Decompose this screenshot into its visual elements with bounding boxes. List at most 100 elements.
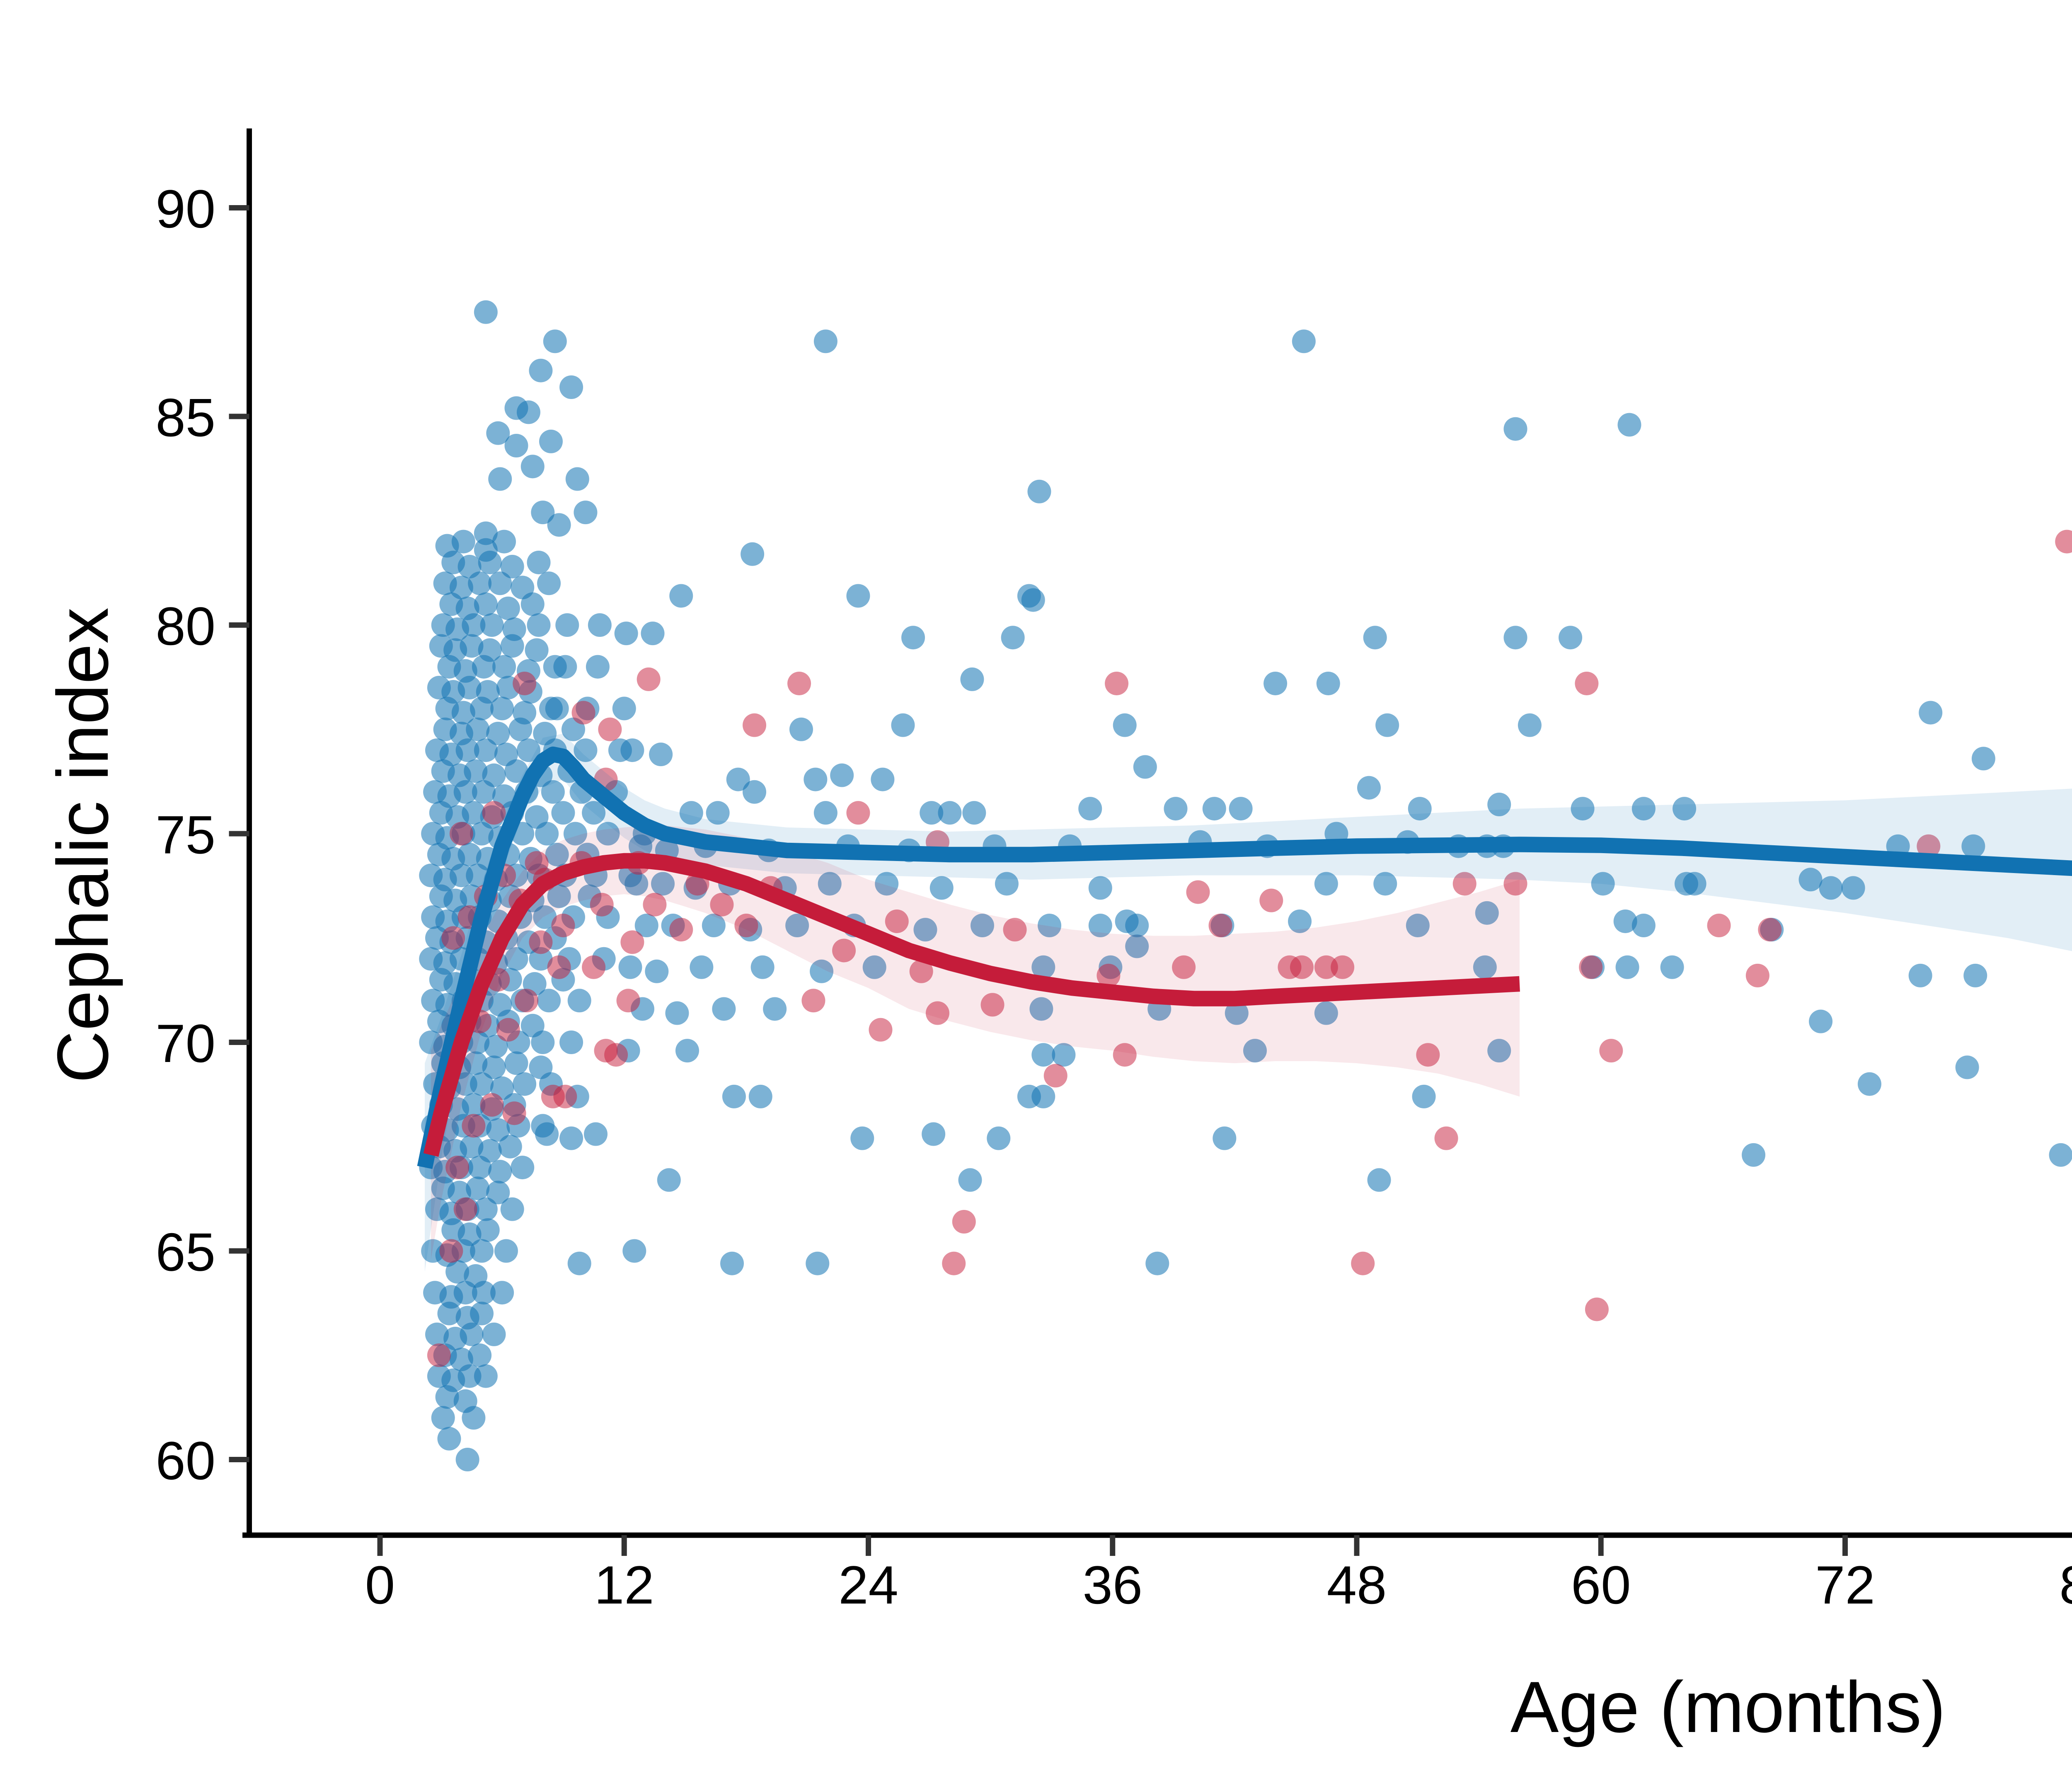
scatter-point-no-barrel-staves [582,955,606,979]
scatter-point-barrel-staves [813,329,838,353]
scatter-point-barrel-staves [1617,413,1641,437]
scatter-point-barrel-staves [641,622,665,646]
scatter-point-barrel-staves [645,959,669,983]
scatter-point-barrel-staves [460,1134,484,1159]
scatter-point-barrel-staves [1357,776,1381,800]
scatter-point-barrel-staves [482,1055,506,1079]
scatter-point-barrel-staves [1919,701,1943,725]
scatter-point-no-barrel-staves [1917,834,1941,858]
scatter-point-no-barrel-staves [1208,914,1232,938]
scatter-point-barrel-staves [462,613,486,637]
scatter-point-barrel-staves [437,1427,461,1451]
scatter-point-barrel-staves [539,697,563,721]
scatter-point-barrel-staves [470,822,494,846]
scatter-point-barrel-staves [1288,909,1312,933]
scatter-point-barrel-staves [527,613,551,637]
scatter-point-barrel-staves [547,513,571,537]
scatter-point-barrel-staves [1213,1126,1237,1150]
scatter-point-barrel-staves [675,1039,699,1063]
scatter-point-barrel-staves [1475,901,1499,925]
scatter-point-barrel-staves [1591,872,1615,896]
scatter-point-barrel-staves [504,947,528,971]
scatter-point-barrel-staves [1412,1084,1436,1108]
scatter-point-barrel-staves [810,959,834,983]
scatter-point-barrel-staves [545,842,569,866]
scatter-point-barrel-staves [504,759,528,783]
scatter-point-barrel-staves [1660,955,1684,979]
smooth-line-barrel-staves [417,746,2072,1169]
x-tick-label: 60 [1571,1555,1631,1615]
scatter-point-barrel-staves [1113,713,1137,737]
scatter-point-barrel-staves [466,717,490,741]
scatter-point-barrel-staves [720,1251,744,1275]
scatter-point-no-barrel-staves [2055,530,2072,554]
scatter-point-no-barrel-staves [1259,888,1283,912]
scatter-point-barrel-staves [651,872,675,896]
scatter-point-barrel-staves [500,1197,524,1221]
scatter-point-no-barrel-staves [1105,671,1129,695]
scatter-point-barrel-staves [462,1093,486,1117]
scatter-point-no-barrel-staves [1707,914,1731,938]
x-axis-title: Age (months) [1510,1667,1946,1748]
scatter-point-no-barrel-staves [787,671,811,695]
scatter-point-barrel-staves [1673,797,1697,821]
smooth-lines-layer [417,746,2072,1169]
scatter-point-barrel-staves [453,1072,477,1096]
scatter-point-no-barrel-staves [620,930,644,954]
scatter-point-barrel-staves [1314,1001,1338,1025]
scatter-point-barrel-staves [588,613,612,637]
scatter-point-barrel-staves [496,596,520,620]
scatter-point-barrel-staves [472,655,496,679]
scatter-point-barrel-staves [1631,797,1656,821]
scatter-point-barrel-staves [486,1118,510,1142]
scatter-point-barrel-staves [551,801,575,825]
scatter-point-barrel-staves [741,542,765,566]
scatter-point-no-barrel-staves [734,914,758,938]
scatter-point-barrel-staves [702,914,726,938]
scatter-point-barrel-staves [1125,914,1149,938]
scatter-point-no-barrel-staves [1575,671,1599,695]
scatter-point-barrel-staves [1202,797,1226,821]
scatter-point-barrel-staves [520,455,545,479]
scatter-point-no-barrel-staves [1452,872,1477,896]
scatter-point-barrel-staves [1078,797,1102,821]
scatter-point-barrel-staves [1243,1039,1267,1063]
scatter-point-barrel-staves [1164,797,1188,821]
scatter-point-barrel-staves [804,767,828,791]
scatter-point-no-barrel-staves [1585,1297,1609,1321]
scatter-point-no-barrel-staves [1172,955,1196,979]
scatter-point-barrel-staves [492,655,516,679]
scatter-point-no-barrel-staves [1599,1039,1623,1063]
scatter-point-barrel-staves [748,1084,772,1108]
scatter-point-no-barrel-staves [453,1197,477,1221]
scatter-point-barrel-staves [453,1281,477,1305]
scatter-point-barrel-staves [457,676,482,700]
scatter-point-barrel-staves [453,780,477,804]
scatter-point-barrel-staves [555,613,579,637]
scatter-point-no-barrel-staves [743,713,767,737]
scatter-point-barrel-staves [504,433,528,457]
scatter-point-barrel-staves [1963,963,1987,987]
scatter-point-barrel-staves [543,655,567,679]
scatter-point-barrel-staves [706,801,730,825]
scatter-point-barrel-staves [806,1251,830,1275]
scatter-point-barrel-staves [929,876,954,900]
y-tick-label: 65 [155,1222,215,1282]
scatter-point-no-barrel-staves [885,909,909,933]
scatter-point-barrel-staves [480,613,504,637]
scatter-point-barrel-staves [474,1364,498,1388]
y-tick-label: 85 [155,387,215,448]
scatter-point-barrel-staves [466,864,490,888]
scatter-point-barrel-staves [492,530,516,554]
scatter-point-barrel-staves [922,1122,946,1146]
scatter-point-no-barrel-staves [604,1043,628,1067]
scatter-point-barrel-staves [543,329,567,353]
scatter-point-barrel-staves [559,1126,583,1150]
scatter-points-layer [419,300,2072,1471]
scatter-point-barrel-staves [750,955,775,979]
scatter-point-no-barrel-staves [1351,1251,1375,1275]
scatter-point-barrel-staves [1487,1039,1511,1063]
scatter-point-barrel-staves [901,626,925,650]
scatter-point-barrel-staves [830,763,854,787]
scatter-point-barrel-staves [913,918,937,942]
